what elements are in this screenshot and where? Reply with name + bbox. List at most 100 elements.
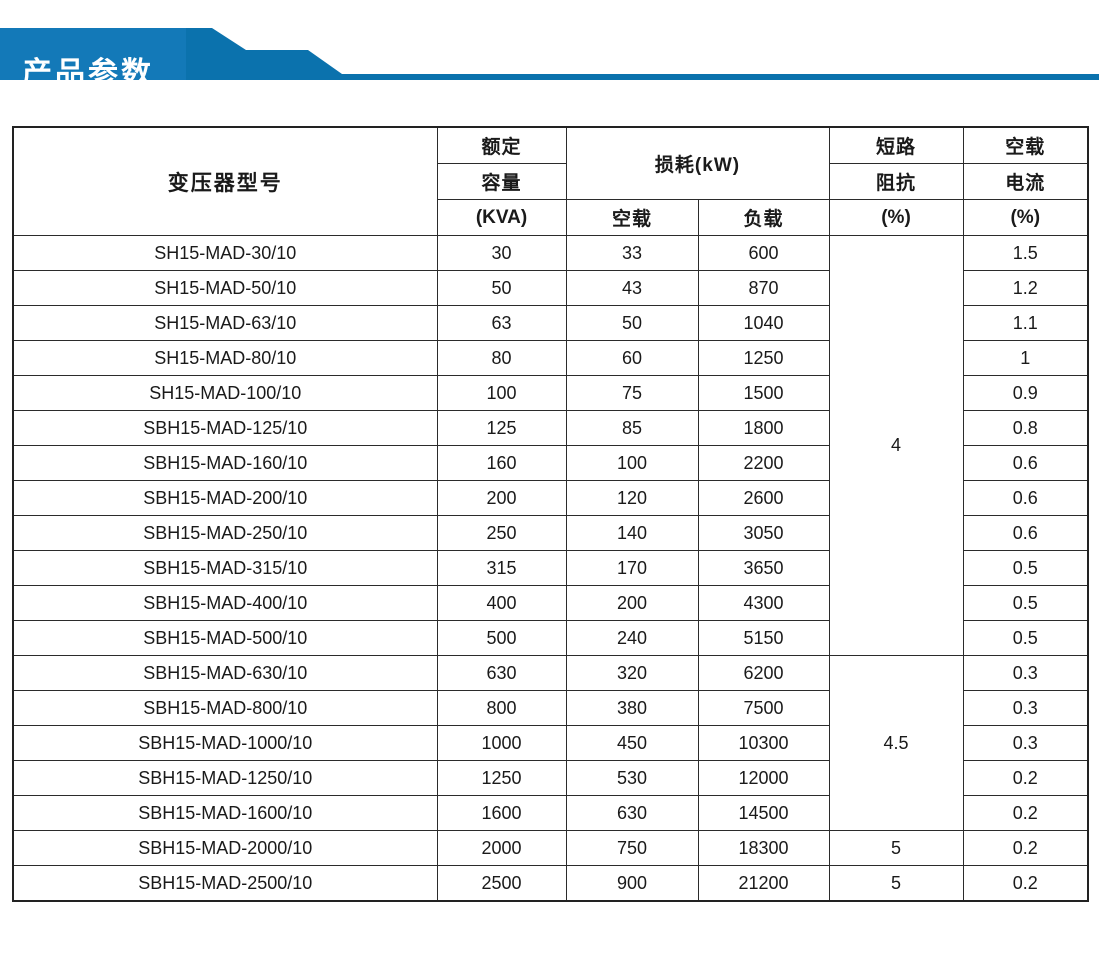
cell-loss-load: 12000 (697, 760, 830, 796)
cell-loss-noload: 530 (565, 760, 699, 796)
cell-noload-current: 1.5 (962, 235, 1089, 271)
cell-rated-capacity: 630 (436, 655, 567, 691)
cell-loss-load: 14500 (697, 795, 830, 831)
cell-noload-current: 0.2 (962, 795, 1089, 831)
cell-loss-noload: 120 (565, 480, 699, 516)
cell-loss-noload: 33 (565, 235, 699, 271)
cell-loss-noload: 100 (565, 445, 699, 481)
cell-loss-noload: 43 (565, 270, 699, 306)
header-row-1: 变压器型号 额定 损耗(kW) 短路 空载 (12, 126, 1089, 236)
cell-model: SH15-MAD-50/10 (12, 270, 438, 306)
cell-loss-noload: 85 (565, 410, 699, 446)
cell-rated-capacity: 2000 (436, 830, 567, 866)
cell-loss-noload: 630 (565, 795, 699, 831)
cell-loss-noload: 200 (565, 585, 699, 621)
cell-rated-capacity: 50 (436, 270, 567, 306)
cell-noload-current: 0.3 (962, 690, 1089, 726)
cell-model: SH15-MAD-80/10 (12, 340, 438, 376)
cell-noload-current: 0.6 (962, 480, 1089, 516)
cell-loss-noload: 240 (565, 620, 699, 656)
cell-model: SBH15-MAD-630/10 (12, 655, 438, 691)
cell-loss-load: 3050 (697, 515, 830, 551)
cell-model: SBH15-MAD-315/10 (12, 550, 438, 586)
cell-noload-current: 1.1 (962, 305, 1089, 341)
cell-noload-current: 0.5 (962, 550, 1089, 586)
cell-noload-current: 0.5 (962, 620, 1089, 656)
cell-model: SBH15-MAD-1000/10 (12, 725, 438, 761)
cell-loss-noload: 450 (565, 725, 699, 761)
cell-loss-load: 1040 (697, 305, 830, 341)
header-impedance-line1: 短路 (828, 126, 964, 164)
header-impedance-line2: 阻抗 (828, 163, 964, 200)
cell-loss-load: 3650 (697, 550, 830, 586)
cell-loss-noload: 140 (565, 515, 699, 551)
cell-loss-noload: 380 (565, 690, 699, 726)
cell-rated-capacity: 200 (436, 480, 567, 516)
header-impedance-unit: (%) (828, 199, 964, 236)
cell-model: SBH15-MAD-125/10 (12, 410, 438, 446)
cell-impedance: 5 (828, 830, 964, 866)
cell-loss-noload: 320 (565, 655, 699, 691)
cell-rated-capacity: 63 (436, 305, 567, 341)
cell-loss-load: 1250 (697, 340, 830, 376)
cell-loss-load: 4300 (697, 585, 830, 621)
cell-rated-capacity: 125 (436, 410, 567, 446)
cell-model: SBH15-MAD-160/10 (12, 445, 438, 481)
banner-title-chinese: 产品参数 (22, 57, 154, 90)
header-model: 变压器型号 (12, 126, 438, 236)
cell-loss-noload: 50 (565, 305, 699, 341)
cell-rated-capacity: 400 (436, 585, 567, 621)
cell-model: SBH15-MAD-200/10 (12, 480, 438, 516)
header-row-2: 容量 阻抗 电流 (13, 163, 1089, 200)
cell-loss-load: 2200 (697, 445, 830, 481)
cell-rated-capacity: 160 (436, 445, 567, 481)
cell-rated-capacity: 250 (436, 515, 567, 551)
cell-model: SH15-MAD-30/10 (12, 235, 438, 271)
cell-rated-capacity: 1600 (436, 795, 567, 831)
cell-model: SH15-MAD-63/10 (12, 305, 438, 341)
cell-loss-load: 5150 (697, 620, 830, 656)
table-row: SH15-MAD-50/10 50 43 870 1.2 (12, 270, 1089, 306)
cell-loss-load: 10300 (697, 725, 830, 761)
header-noload-current-line1: 空载 (962, 126, 1089, 164)
transformer-spec-table: 变压器型号 额定 损耗(kW) 短路 空载 容量 阻抗 电流 (KVA) 空载 … (12, 126, 1089, 902)
cell-noload-current: 0.6 (962, 515, 1089, 551)
cell-rated-capacity: 100 (436, 375, 567, 411)
cell-noload-current: 1 (962, 340, 1089, 376)
table-row: SBH15-MAD-160/10 160 100 2200 0.6 (12, 445, 1089, 481)
table-row: SBH15-MAD-400/10 400 200 4300 0.5 (12, 585, 1089, 621)
table-row: SBH15-MAD-315/10 315 170 3650 0.5 (12, 550, 1089, 586)
header-rated-capacity-unit: (KVA) (436, 199, 567, 236)
cell-impedance: 4.5 (828, 655, 964, 831)
cell-noload-current: 0.3 (962, 725, 1089, 761)
header-rated-capacity-line2: 容量 (436, 163, 567, 200)
banner-title-english: parameter (203, 82, 292, 101)
table-row: SBH15-MAD-500/10 500 240 5150 0.5 (12, 620, 1089, 656)
cell-model: SBH15-MAD-250/10 (12, 515, 438, 551)
cell-model: SBH15-MAD-400/10 (12, 585, 438, 621)
cell-noload-current: 1.2 (962, 270, 1089, 306)
cell-model: SH15-MAD-100/10 (12, 375, 438, 411)
header-loss-group: 损耗(kW) (565, 126, 830, 200)
cell-loss-noload: 60 (565, 340, 699, 376)
cell-loss-load: 1500 (697, 375, 830, 411)
cell-rated-capacity: 800 (436, 690, 567, 726)
cell-noload-current: 0.2 (962, 760, 1089, 796)
header-noload-current-line2: 电流 (962, 163, 1089, 200)
banner-shape (0, 28, 1099, 80)
cell-noload-current: 0.6 (962, 445, 1089, 481)
cell-model: SBH15-MAD-1600/10 (12, 795, 438, 831)
cell-loss-load: 21200 (697, 865, 830, 902)
cell-loss-noload: 900 (565, 865, 699, 902)
cell-model: SBH15-MAD-2500/10 (12, 865, 438, 902)
cell-loss-load: 600 (697, 235, 830, 271)
spec-table-container: 变压器型号 额定 损耗(kW) 短路 空载 容量 阻抗 电流 (KVA) 空载 … (12, 126, 1089, 902)
table-row: SBH15-MAD-630/10 630 320 6200 4.5 0.3 (12, 655, 1089, 831)
table-row: SBH15-MAD-1250/10 1250 530 12000 0.2 (12, 760, 1089, 796)
cell-loss-load: 7500 (697, 690, 830, 726)
table-row: SBH15-MAD-2000/10 2000 750 18300 5 0.2 (12, 830, 1089, 866)
cell-loss-noload: 75 (565, 375, 699, 411)
cell-model: SBH15-MAD-1250/10 (12, 760, 438, 796)
cell-noload-current: 0.2 (962, 865, 1089, 902)
banner-light-block (0, 28, 186, 80)
